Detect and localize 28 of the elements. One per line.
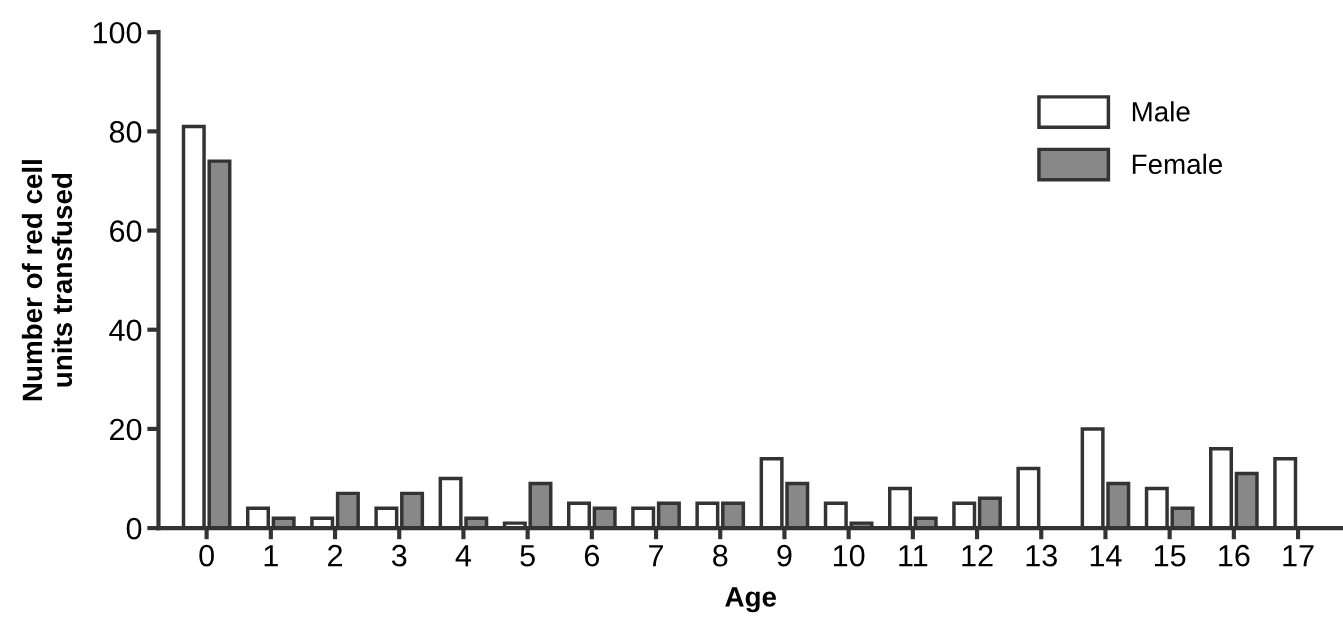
x-tick-label: 6 xyxy=(584,544,599,567)
x-tick-label: 7 xyxy=(649,545,663,567)
x-tick-label: 14 xyxy=(1090,545,1122,567)
y-tick-label: 40 xyxy=(109,319,142,342)
x-tick-label: 11 xyxy=(899,545,928,567)
x-tick-label: 10 xyxy=(833,544,865,567)
x-tick-label: 1 xyxy=(264,545,278,567)
y-tick-label: 0 xyxy=(126,517,142,540)
x-tick-label: 13 xyxy=(1026,544,1057,567)
y-tick-label: 100 xyxy=(93,21,142,44)
y-axis-title: Number of red cell units transfused xyxy=(21,160,73,401)
legend-label: Male xyxy=(1132,101,1190,122)
x-tick-label: 12 xyxy=(962,544,993,567)
legend-label: Female xyxy=(1132,153,1223,175)
x-tick-label: 0 xyxy=(199,544,214,567)
x-tick-label: 15 xyxy=(1154,545,1186,567)
x-tick-label: 8 xyxy=(713,544,728,567)
x-tick-label: 2 xyxy=(328,544,342,567)
x-tick-label: 9 xyxy=(777,544,792,567)
y-tick-label: 20 xyxy=(110,418,142,441)
x-axis-title: Age xyxy=(725,587,777,613)
y-tick-label: 80 xyxy=(109,121,142,143)
x-tick-label: 4 xyxy=(455,545,472,567)
y-tick-label: 60 xyxy=(110,220,142,242)
x-tick-label: 17 xyxy=(1283,545,1314,567)
x-tick-label: 5 xyxy=(520,545,535,567)
x-tick-label: 16 xyxy=(1219,544,1250,567)
x-tick-label: 3 xyxy=(391,544,407,567)
